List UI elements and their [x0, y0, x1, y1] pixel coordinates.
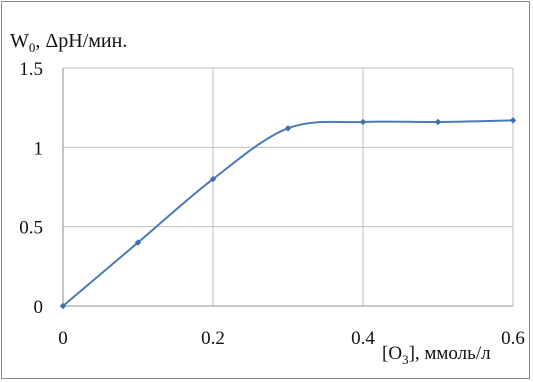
- y-tick-label: 1.5: [19, 59, 43, 80]
- x-axis-label-suffix: ], ммоль/л: [408, 343, 491, 364]
- data-point-group: [59, 117, 517, 310]
- y-tick-label: 0: [34, 297, 44, 318]
- series-line-group: [62, 119, 514, 307]
- data-point: [59, 302, 67, 310]
- y-axis-label-subscript: 0: [28, 40, 36, 55]
- data-point: [434, 118, 442, 126]
- data-point: [284, 125, 292, 132]
- grid: [63, 67, 514, 306]
- x-tick-label: 0.2: [201, 328, 225, 349]
- y-tick-label: 0.5: [19, 218, 43, 239]
- data-point: [134, 239, 142, 246]
- x-tick-label: 0.6: [501, 328, 525, 349]
- x-axis-label-prefix: [O: [382, 343, 403, 364]
- y-axis-label-suffix: , ΔpH/мин.: [35, 30, 128, 52]
- y-axis-label: W0, ΔpH/мин.: [10, 31, 127, 54]
- data-point: [359, 118, 367, 126]
- data-point: [509, 117, 517, 124]
- x-tick-label: 0: [58, 328, 68, 349]
- y-axis-label-prefix: W: [10, 30, 29, 52]
- x-tick-label: 0.4: [351, 328, 375, 349]
- x-axis-label-subscript: 3: [402, 351, 409, 367]
- tick-labels: 0 0.5 1 1.5 0 0.2 0.4 0.6: [19, 59, 525, 349]
- axes: [62, 68, 513, 307]
- y-tick-label: 1: [34, 138, 44, 159]
- series-line: [62, 119, 514, 307]
- data-point: [209, 175, 217, 183]
- x-axis-label: [O3], ммоль/л: [382, 344, 491, 366]
